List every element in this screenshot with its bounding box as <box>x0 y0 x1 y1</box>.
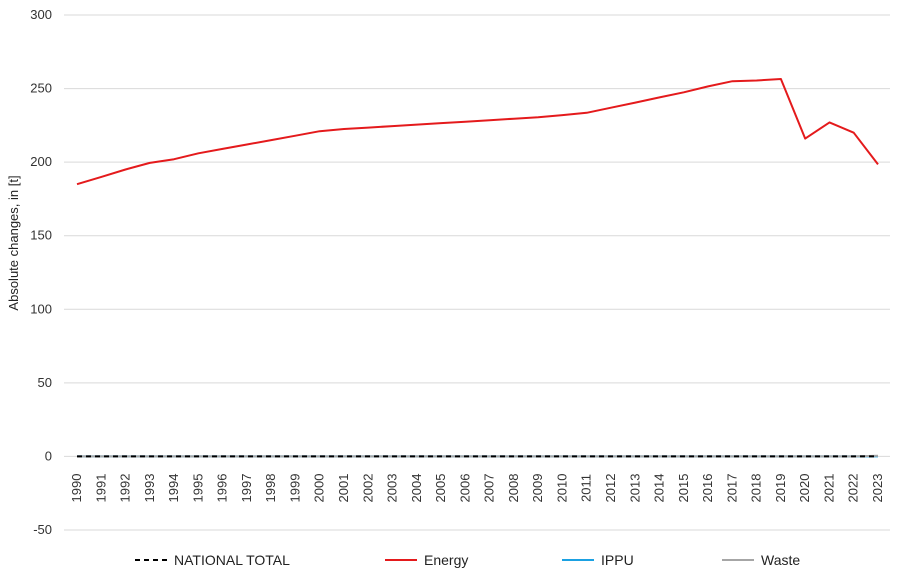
y-tick-label: 150 <box>30 228 52 243</box>
x-tick-label: 2013 <box>627 474 642 503</box>
x-tick-label: 2009 <box>530 474 545 503</box>
y-tick-label: 200 <box>30 154 52 169</box>
series-line-energy <box>76 78 879 186</box>
legend-label: IPPU <box>601 552 634 568</box>
x-tick-label: 1997 <box>239 474 254 503</box>
x-tick-label: 2023 <box>870 474 885 503</box>
x-tick-label: 2020 <box>797 474 812 503</box>
gridlines <box>64 14 890 531</box>
y-tick-label: 300 <box>30 7 52 22</box>
x-tick-label: 1993 <box>142 474 157 503</box>
legend-label: NATIONAL TOTAL <box>174 552 290 568</box>
series-lines <box>76 78 879 458</box>
x-tick-label: 1991 <box>93 474 108 503</box>
x-tick-label: 1996 <box>215 474 230 503</box>
x-tick-label: 2015 <box>676 474 691 503</box>
x-tick-label: 2022 <box>846 474 861 503</box>
x-tick-label: 2012 <box>603 474 618 503</box>
x-tick-label: 2021 <box>821 474 836 503</box>
legend-label: Energy <box>424 552 468 568</box>
y-tick-label: 100 <box>30 301 52 316</box>
y-axis-title: Absolute changes, in [t] <box>6 175 21 310</box>
x-tick-label: 2014 <box>652 474 667 503</box>
x-tick-label: 2011 <box>579 474 594 502</box>
x-tick-label: 2001 <box>336 474 351 503</box>
y-tick-label: 0 <box>45 448 52 463</box>
x-tick-label: 2006 <box>457 474 472 503</box>
x-tick-label: 2008 <box>506 474 521 503</box>
x-tick-label: 2002 <box>360 474 375 503</box>
x-axis-ticks: 1990 1991 1992 1993 1994 1995 1996 1997 1998 1999… <box>69 474 885 503</box>
x-tick-label: 2004 <box>409 474 424 503</box>
x-tick-label: 1994 <box>166 474 181 503</box>
x-tick-label: 2016 <box>700 474 715 503</box>
x-tick-label: 1999 <box>287 474 302 503</box>
legend: NATIONAL TOTAL Energy IPPU Waste <box>135 552 800 568</box>
x-tick-label: 1998 <box>263 474 278 503</box>
x-tick-label: 2007 <box>482 474 497 503</box>
x-tick-label: 2019 <box>773 474 788 503</box>
x-tick-label: 2003 <box>385 474 400 503</box>
x-tick-label: 2017 <box>724 474 739 503</box>
x-tick-label: 2010 <box>554 474 569 503</box>
y-tick-label: -50 <box>33 522 52 537</box>
y-tick-label: 50 <box>38 375 52 390</box>
y-axis-ticks: -50 0 50 100 150 200 250 300 <box>30 7 52 537</box>
y-tick-label: 250 <box>30 81 52 96</box>
x-tick-label: 2005 <box>433 474 448 503</box>
x-tick-label: 1990 <box>69 474 84 503</box>
x-tick-label: 1995 <box>190 474 205 503</box>
x-tick-label: 2018 <box>749 474 764 503</box>
x-tick-label: 1992 <box>118 474 133 503</box>
x-tick-label: 2000 <box>312 474 327 503</box>
legend-label: Waste <box>761 552 800 568</box>
